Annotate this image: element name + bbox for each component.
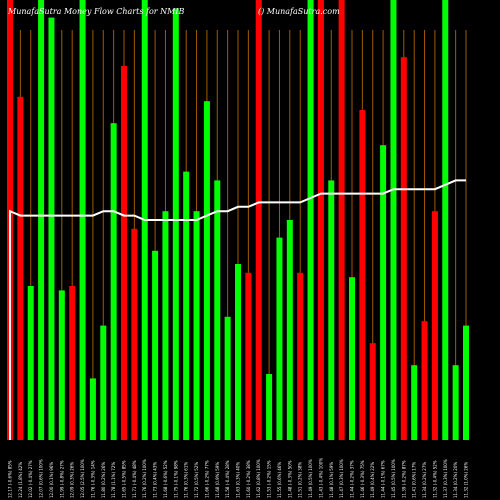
bar-up xyxy=(390,0,397,440)
tick-label: 11.72 (0.5%) 52% xyxy=(194,462,199,498)
bar-down xyxy=(121,66,127,440)
bar-up xyxy=(307,0,314,440)
tick-label: 11.53 (-0.2%) 15% xyxy=(267,460,272,498)
bar-down xyxy=(297,272,304,440)
bar-up xyxy=(235,264,241,440)
bar-up xyxy=(89,378,96,440)
bar-down xyxy=(317,0,324,440)
tick-label: 11.78 (1.1%) 72% xyxy=(111,462,116,498)
tick-label: 11.46 (-0.3%) 75% xyxy=(360,460,365,498)
tick-label: 11.76 (0.2%) 100% xyxy=(142,459,147,498)
tick-label: 12.07 (0.6%) 100% xyxy=(39,459,44,498)
bar-up xyxy=(172,8,179,441)
bar-up xyxy=(58,290,65,440)
bar-up xyxy=(349,277,355,440)
tick-label: 11.48 (0.1%) 59% xyxy=(329,462,334,498)
chart-title: MunafaSutra Money Flow Charts for NMIB xyxy=(7,7,184,16)
bar-up xyxy=(100,325,107,440)
tick-label: 11.43 (-0.4%) 100% xyxy=(318,458,323,498)
tick-label: 11.80 (0.2%) 26% xyxy=(101,462,106,498)
bar-up xyxy=(411,365,418,440)
bar-up xyxy=(214,180,221,440)
tick-label: 11.39 (-0.2%) 87% xyxy=(401,460,406,498)
bar-up xyxy=(38,0,45,440)
bar-up xyxy=(442,0,449,440)
tick-label: 11.32 (1.0%) 26% xyxy=(464,462,469,498)
bar-down xyxy=(369,343,376,440)
tick-label: 11.47 (0.3%) 100% xyxy=(339,459,344,498)
tick-label: 12.00 (0.1%) 96% xyxy=(49,462,54,498)
x-tick-labels: 12.17 (-0.6%) 85% 12.24 (1.8%) 42% 12.02 (… xyxy=(8,458,469,498)
tick-label: 11.71 (-0.4%) 48% xyxy=(132,460,137,498)
bar-up xyxy=(463,325,469,440)
tick-label: 11.55 (0.6%) 46% xyxy=(277,462,282,498)
tick-label: 11.49 (0.5%) 100% xyxy=(308,459,313,498)
bar-up xyxy=(79,0,86,440)
tick-label: 12.09 (0.3%) 26% xyxy=(70,462,75,498)
bar-up xyxy=(328,180,335,440)
tick-label: 11.73 (0.4%) 43% xyxy=(153,462,158,498)
tick-label: 11.68 (-0.6%) 52% xyxy=(163,460,168,498)
bar-up xyxy=(203,101,210,440)
tick-label: 11.44 (-0.2%) 37% xyxy=(350,460,355,498)
tick-label: 11.62 (0.8%) 100% xyxy=(256,459,261,498)
tick-label: 11.44 (-0.1%) 67% xyxy=(381,460,386,498)
tick-label: 11.66 (-0.2%) 77% xyxy=(204,460,209,498)
tick-label: 11.41 (0.6%) 17% xyxy=(412,462,417,498)
tick-label: 11.37 (0.3%) 100% xyxy=(443,459,448,498)
bar-down xyxy=(245,272,252,440)
tick-label: 11.60 (-0.2%) 38% xyxy=(246,460,251,498)
bar-up xyxy=(224,316,231,440)
tick-label: 11.58 (-0.4%) 28% xyxy=(225,460,230,498)
bar-up xyxy=(183,171,190,440)
tick-label: 11.34 (0.2%) 27% xyxy=(422,462,427,498)
tick-label: 12.02 (-0.4%) 27% xyxy=(28,460,33,498)
bar-down xyxy=(338,0,345,440)
tick-label: 12.24 (1.8%) 42% xyxy=(18,462,23,498)
bar-up xyxy=(27,286,34,440)
bar-up xyxy=(152,250,159,440)
bar-down xyxy=(255,0,262,440)
tick-label: 11.75 (-0.1%) 98% xyxy=(173,460,178,498)
bar-up xyxy=(266,374,273,440)
tick-label: 11.99 (-0.8%) 27% xyxy=(59,460,64,498)
tick-label: 11.63 (0.3%) 40% xyxy=(236,462,241,498)
tick-label: 12.05 (2.5%) 100% xyxy=(80,459,85,498)
tick-label: 11.49 (0.4%) 22% xyxy=(370,462,375,498)
tick-label: 11.76 (0.3%) 61% xyxy=(184,462,189,498)
tick-label: 11.48 (-0.3%) 50% xyxy=(287,460,292,498)
bar-up xyxy=(452,365,459,440)
bar-up xyxy=(48,17,55,440)
tick-label: 11.65 (-0.5%) 85% xyxy=(122,460,127,498)
bar-up xyxy=(110,123,117,440)
bar-down xyxy=(431,211,438,440)
bar-up xyxy=(276,237,283,440)
bar-down xyxy=(400,57,407,440)
bar-down xyxy=(69,286,76,440)
bar-up xyxy=(380,145,387,440)
bar-down xyxy=(421,321,428,440)
average-line xyxy=(9,179,466,440)
tick-label: 11.68 (0.9%) 59% xyxy=(215,462,220,498)
bar-up xyxy=(162,211,169,440)
tick-label: 11.34 (0.2%) 20% xyxy=(453,462,458,498)
bar-down xyxy=(131,228,138,440)
tick-label: 12.17 (-0.6%) 85% xyxy=(8,460,13,498)
bar-down xyxy=(359,110,366,440)
bar-down xyxy=(17,96,24,441)
tick-label: 11.45 (0.5%) 100% xyxy=(391,459,396,498)
tick-label: 11.32 (-0.4%) 52% xyxy=(432,460,437,498)
tick-label: 11.51 (0.2%) 38% xyxy=(298,462,303,498)
watermark: () MunafaSutra.com xyxy=(258,7,340,16)
bar-up xyxy=(193,211,200,440)
tick-label: 11.76 (-0.3%) 14% xyxy=(90,460,95,498)
bar-up xyxy=(286,220,293,440)
